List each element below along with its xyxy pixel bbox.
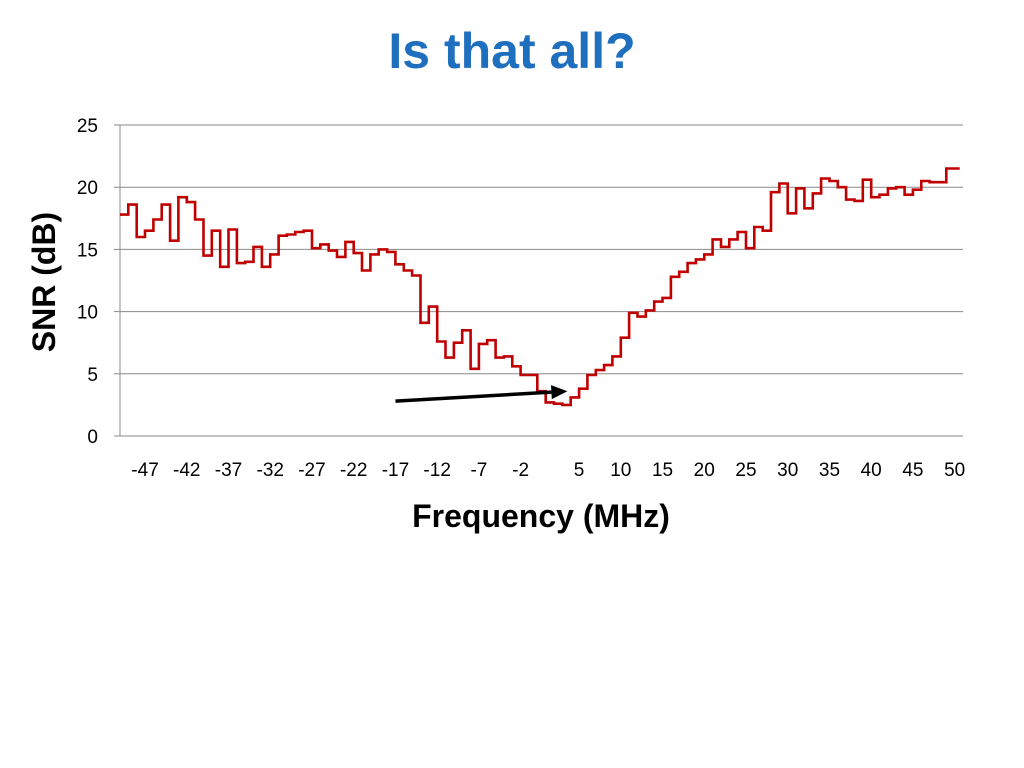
series-line-0: [120, 167, 960, 407]
x-tick-label: -7: [470, 460, 487, 481]
x-tick-label: 15: [652, 460, 673, 481]
x-tick-label: -37: [215, 460, 242, 481]
x-tick-label: -27: [298, 460, 325, 481]
x-tick-label: -32: [257, 460, 284, 481]
x-tick-label: -42: [173, 460, 200, 481]
series-layer: [120, 167, 960, 407]
x-tick-label: 45: [902, 460, 923, 481]
slide-title: Is that all?: [388, 23, 636, 79]
x-tick-label: -17: [382, 460, 409, 481]
y-tick-label: 15: [77, 240, 98, 261]
annotation-arrow-shaft: [395, 390, 552, 403]
x-tick-label: 10: [610, 460, 631, 481]
x-tick-label: 35: [819, 460, 840, 481]
axes: [114, 124, 963, 437]
annotation-layer: [395, 385, 568, 403]
y-tick-label: 10: [77, 303, 98, 324]
x-tick-label: -12: [423, 460, 450, 481]
x-tick-label: 20: [694, 460, 715, 481]
x-tick-label: 5: [574, 460, 585, 481]
x-tick-label: 25: [735, 460, 756, 481]
gridlines: [120, 124, 963, 375]
x-tick-label: 50: [944, 460, 965, 481]
y-tick-label: 20: [77, 178, 98, 199]
y-axis-title: SNR (dB): [26, 212, 62, 352]
y-tick-label: 0: [87, 427, 98, 448]
x-tick-label: -2: [512, 460, 529, 481]
x-axis-title: Frequency (MHz): [412, 498, 670, 534]
x-tick-label: -47: [131, 460, 158, 481]
y-tick-label: 5: [87, 365, 98, 386]
x-tick-label: -22: [340, 460, 367, 481]
y-tick-labels: 0 5 10 15 20 25: [77, 116, 98, 448]
x-tick-label: 30: [777, 460, 798, 481]
x-tick-labels: -47 -42 -37 -32 -27 -22 -17 -12 -7 -2 5 10 15 20 25 30 3…: [131, 460, 965, 481]
y-tick-label: 25: [77, 116, 98, 137]
annotation-arrow-head: [550, 385, 568, 400]
x-tick-label: 40: [861, 460, 882, 481]
